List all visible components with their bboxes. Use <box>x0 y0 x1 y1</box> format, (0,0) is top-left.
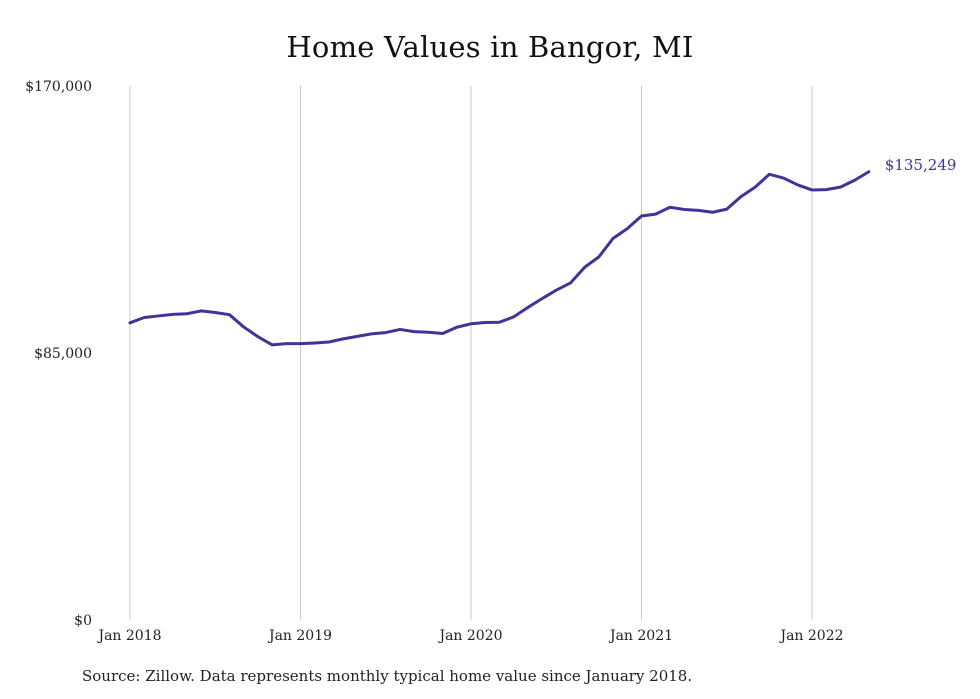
series-line-home-value <box>128 170 871 347</box>
y-axis-ticks: $0 $85,000 $170,000 <box>25 79 92 629</box>
source-note: Source: Zillow. Data represents monthly … <box>82 667 693 685</box>
x-tick-label: Jan 2018 <box>96 628 161 644</box>
x-axis-ticks: Jan 2018 Jan 2019 Jan 2020 Jan 2021 Jan 2022 <box>96 628 843 644</box>
x-tick-label: Jan 2019 <box>267 628 332 644</box>
chart-title: Home Values in Bangor, MI <box>286 30 694 64</box>
gridlines <box>129 86 813 620</box>
x-tick-label: Jan 2022 <box>778 628 843 644</box>
y-tick-label: $85,000 <box>34 346 92 362</box>
x-tick-label: Jan 2021 <box>608 628 673 644</box>
x-tick-label: Jan 2020 <box>437 628 502 644</box>
end-value-label: $135,249 <box>885 156 957 174</box>
y-tick-label: $0 <box>74 613 92 629</box>
y-tick-label: $170,000 <box>25 79 92 95</box>
